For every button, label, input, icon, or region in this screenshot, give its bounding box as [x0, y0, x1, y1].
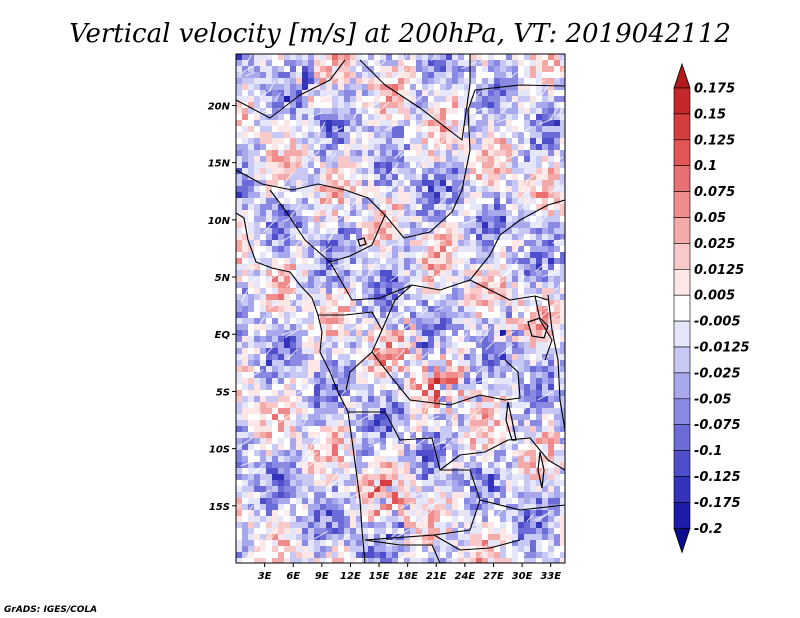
- lake-tanganyika-icon: [505, 401, 517, 441]
- border-sudan-ethiopia: [469, 199, 565, 281]
- colorbar-swatch: [673, 372, 691, 400]
- lon-tick-label: 27E: [483, 571, 504, 582]
- colorbar-label: -0.0125: [694, 341, 750, 356]
- colorbar: 0.175 0.15 0.125 0.1 0.075 0.05 0.025 0.0125 0.0…: [673, 62, 750, 554]
- chart-title: Vertical velocity [m/s] at 200hPa, VT: 2…: [69, 19, 731, 49]
- colorbar-label: 0.005: [694, 289, 735, 304]
- colorbar-label: 0.1: [694, 159, 717, 174]
- longitude-axis: 3E 6E 9E 12E 15E 18E 21E 24E 27E 30E 33E: [258, 563, 561, 582]
- colorbar-label: -0.075: [694, 418, 741, 433]
- lake-chad-icon: [357, 237, 367, 247]
- colorbar-swatch: [673, 346, 691, 374]
- colorbar-label: 0.075: [694, 185, 735, 200]
- lat-tick-label: 10S: [209, 445, 230, 456]
- colorbar-swatch: [673, 113, 691, 141]
- lake-victoria-icon: [527, 317, 549, 339]
- colorbar-swatch: [673, 398, 691, 425]
- border-libya-egypt: [359, 54, 471, 141]
- colorbar-swatch: [673, 320, 691, 348]
- map-panel: 20N 15N 10N 5N EQ 5S 10S 15S 3E 6E 9E 12E 15E 18E 21E…: [208, 53, 566, 582]
- lon-tick-label: 9E: [315, 571, 329, 582]
- border-congo-drc: [371, 284, 506, 406]
- colorbar-swatch: [673, 217, 691, 244]
- colorbar-swatch: [673, 502, 691, 529]
- colorbar-label: 0.05: [694, 211, 726, 226]
- colorbar-max-arrow: [673, 62, 691, 89]
- colorbar-label: 0.125: [694, 133, 735, 148]
- colorbar-swatch: [673, 268, 691, 296]
- colorbar-label: -0.005: [694, 315, 741, 330]
- colorbar-label: 0.15: [694, 107, 726, 122]
- lon-tick-label: 12E: [340, 571, 361, 582]
- lon-tick-label: 24E: [454, 571, 475, 582]
- colorbar-label: -0.175: [694, 496, 741, 511]
- lon-tick-label: 33E: [540, 571, 561, 582]
- border-namibia-botswana: [364, 534, 521, 563]
- colorbar-swatch: [673, 294, 691, 322]
- colorbar-swatch: [673, 165, 691, 192]
- colorbar-swatch: [673, 139, 691, 167]
- velocity-field: [236, 54, 565, 563]
- coastline-west-africa: [236, 212, 366, 563]
- country-borders: [236, 54, 565, 563]
- border-sahara-north: [236, 84, 565, 239]
- lakes: [357, 237, 549, 489]
- border-central-african-rep: [329, 261, 549, 301]
- colorbar-swatch: [673, 191, 691, 218]
- lat-tick-label: 20N: [208, 101, 231, 112]
- border-great-lakes: [504, 295, 553, 401]
- lat-tick-label: 5N: [215, 273, 231, 284]
- border-zambia-mozambique: [439, 437, 565, 511]
- colorbar-swatch: [673, 243, 691, 270]
- lon-tick-label: 15E: [369, 571, 390, 582]
- coastline-east-africa: [547, 294, 565, 431]
- map-frame: [235, 53, 566, 564]
- colorbar-label: -0.05: [694, 392, 731, 407]
- lon-tick-label: 18E: [397, 571, 418, 582]
- lat-tick-label: 10N: [208, 216, 231, 227]
- lat-tick-label: 15S: [209, 502, 230, 513]
- colorbar-label: 0.025: [694, 237, 735, 252]
- colorbar-swatch: [673, 87, 691, 115]
- colorbar-min-arrow: [673, 527, 691, 554]
- colorbar-swatch: [673, 424, 691, 451]
- lon-tick-label: 30E: [512, 571, 533, 582]
- border-mali-niger: [236, 59, 346, 119]
- lat-tick-label: 5S: [216, 387, 230, 398]
- border-angola: [348, 411, 481, 541]
- colorbar-label: -0.1: [694, 444, 722, 459]
- latitude-axis: 20N 15N 10N 5N EQ 5S 10S 15S: [208, 101, 236, 513]
- colorbar-label: -0.2: [694, 522, 722, 537]
- colorbar-label: 0.175: [694, 82, 735, 97]
- grads-credit: GrADS: IGES/COLA: [4, 605, 97, 615]
- lake-malawi-icon: [537, 451, 545, 489]
- lon-tick-label: 6E: [286, 571, 300, 582]
- lat-tick-label: 15N: [208, 159, 231, 170]
- colorbar-label: 0.0125: [694, 263, 744, 278]
- colorbar-swatch: [673, 450, 691, 477]
- colorbar-label: -0.025: [694, 366, 741, 381]
- lat-tick-label: EQ: [215, 330, 231, 341]
- colorbar-label: -0.125: [694, 470, 741, 485]
- colorbar-swatch: [673, 476, 691, 503]
- lon-tick-label: 21E: [426, 571, 447, 582]
- lon-tick-label: 3E: [258, 571, 272, 582]
